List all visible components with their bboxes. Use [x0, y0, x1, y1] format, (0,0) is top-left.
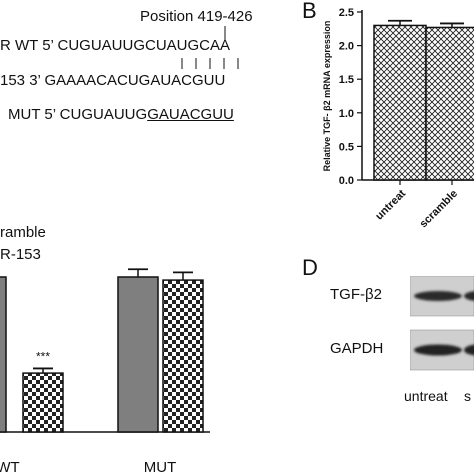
position-label: Position 419-426	[140, 8, 253, 25]
y-tick-label: 1.0	[339, 108, 354, 120]
y-tick-label: 2.5	[339, 7, 354, 19]
mir-sequence: 153 3’ GAAAACACUGAUACGUU	[0, 72, 226, 89]
wt-sequence: R WT 5’ CUGUAUUGCUAUGCAA	[0, 37, 231, 54]
blot-image	[410, 276, 474, 371]
blot-row-label-tgf: TGF-β2	[330, 286, 382, 303]
x-category-label-MUT: MUT	[144, 459, 177, 474]
blot-lane-label-scramble: s	[464, 388, 471, 404]
legend-item-scramble: ramble	[0, 224, 46, 241]
band-tgf-untreat	[414, 291, 462, 301]
legend-item-mir153: R-153	[0, 246, 41, 263]
y-tick-label: 0.5	[339, 141, 354, 153]
bar-scramble	[425, 26, 474, 181]
bar-MUT-miR-153	[162, 279, 204, 433]
blot-lane-label-untreat: untreat	[404, 388, 448, 404]
x-tick-label-scramble: scramble	[417, 188, 460, 231]
band-gapdh-untreat	[414, 344, 462, 356]
y-tick-label: 1.5	[339, 74, 354, 86]
mut-prefix: MUT 5’ CUGUAUUG	[8, 106, 148, 123]
mut-underlined: GAUACGUU	[147, 106, 234, 123]
bar-WT-miR-153	[22, 372, 64, 433]
mut-sequence: MUT 5’ CUGUAUUGGAUACGUU	[8, 106, 234, 123]
bar-MUT-scramble	[117, 276, 159, 433]
x-tick-label-untreat: untreat	[373, 187, 408, 222]
panel-b-letter: B	[302, 0, 317, 23]
bar-WT-scramble	[0, 276, 7, 433]
band-tgf-scramble	[464, 291, 474, 301]
bar-untreat	[373, 24, 427, 181]
y-tick-label: 2.0	[339, 41, 354, 53]
position-marker-lines	[181, 26, 239, 69]
panel-b-chart: 0.0 0.5 1.0 1.5 2.0 2.5 Relative TGF- β2 mRNA …	[322, 7, 474, 231]
band-gapdh-scramble	[464, 344, 474, 356]
y-axis-label: Relative TGF- β2 mRNA expression	[322, 21, 332, 172]
y-tick-label: 0.0	[339, 175, 354, 187]
panel-d-letter: D	[302, 255, 318, 280]
blot-row-label-gapdh: GAPDH	[330, 340, 384, 357]
significance-annotation: ***	[36, 349, 50, 363]
panel-c-chart: *** WT MUT	[0, 268, 210, 474]
x-category-label-WT: WT	[0, 459, 20, 474]
